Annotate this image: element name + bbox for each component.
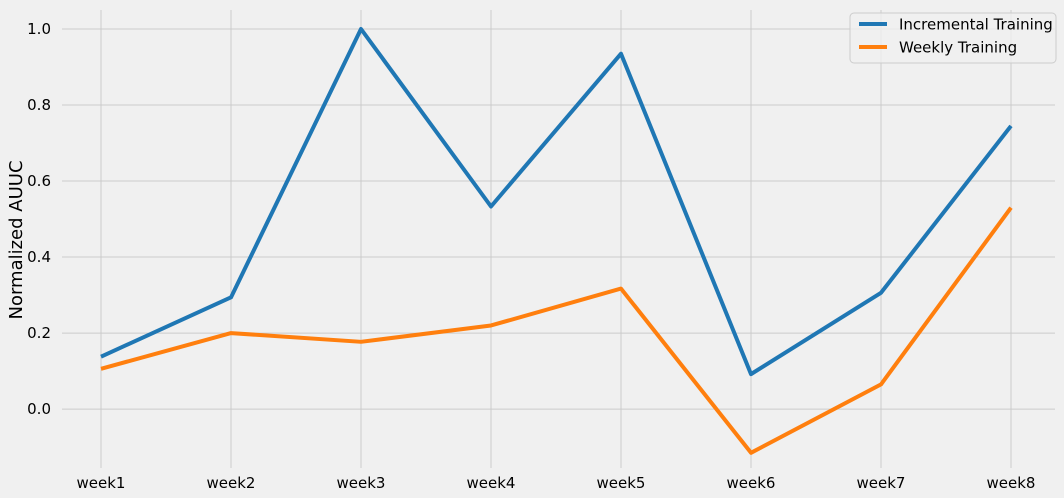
y-tick-labels: 0.0 0.2 0.4 0.6 0.8 1.0 [27, 20, 51, 418]
series-lines [100, 27, 1013, 455]
x-tick-label: week8 [987, 474, 1036, 492]
x-tick-label: week3 [337, 474, 386, 492]
legend: Incremental Training Weekly Training [849, 12, 1057, 64]
y-tick-label: 0.2 [27, 324, 51, 342]
legend-label-weekly: Weekly Training [899, 39, 1017, 57]
series-line-incremental [100, 27, 1013, 377]
y-tick-label: 0.8 [27, 96, 51, 114]
y-tick-label: 1.0 [27, 20, 51, 38]
x-tick-label: week6 [727, 474, 776, 492]
x-tick-label: week5 [597, 474, 646, 492]
y-tick-label: 0.0 [27, 400, 51, 418]
x-tick-label: week7 [857, 474, 906, 492]
legend-label-incremental: Incremental Training [899, 16, 1053, 34]
x-tick-labels: week1 week2 week3 week4 week5 week6 week7 week8 [77, 474, 1036, 492]
y-axis-title: Normalized AUUC [6, 160, 27, 319]
y-tick-label: 0.4 [27, 248, 51, 266]
x-tick-label: week1 [77, 474, 126, 492]
x-tick-label: week2 [207, 474, 256, 492]
legend-box [849, 12, 1057, 64]
series-line-weekly [100, 206, 1013, 455]
y-tick-label: 0.6 [27, 172, 51, 190]
x-tick-label: week4 [467, 474, 516, 492]
